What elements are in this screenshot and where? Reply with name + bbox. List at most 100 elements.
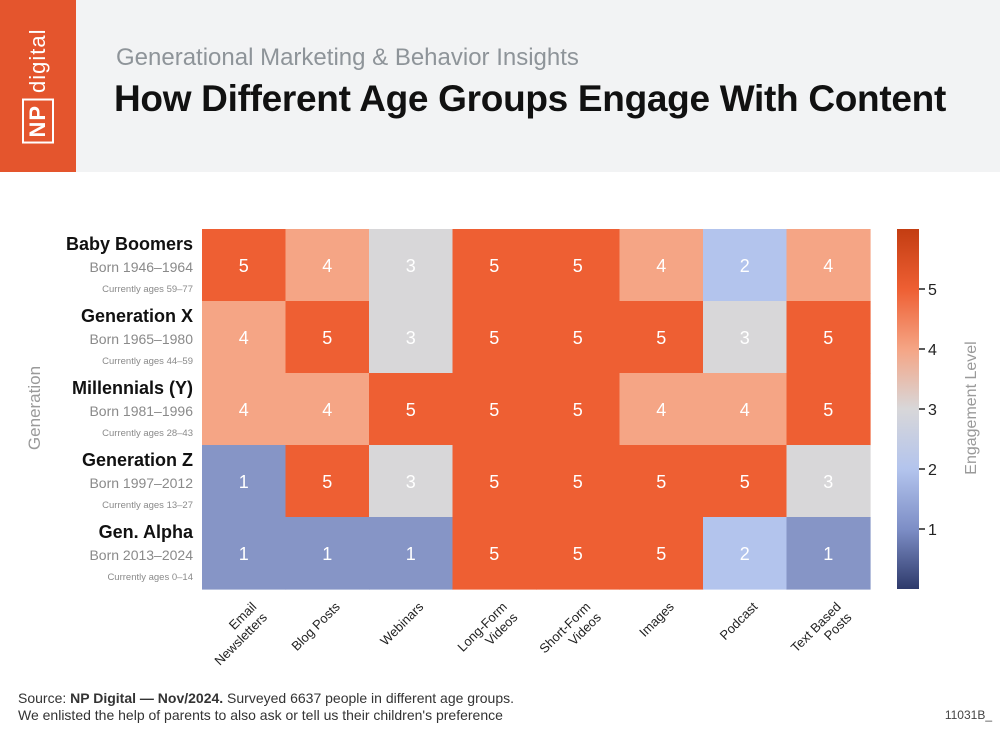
heatmap-cell [202, 301, 287, 374]
figure-code: 11031B_ [944, 708, 992, 722]
cell-value-label: 1 [406, 544, 416, 564]
cell-value-label: 3 [406, 328, 416, 348]
heatmap-cell [285, 301, 370, 374]
cell-value-label: 3 [406, 256, 416, 276]
heatmap-cell [786, 517, 871, 590]
cell-value-label: 5 [656, 472, 666, 492]
heatmap-cell [202, 445, 287, 518]
cell-value-label: 1 [322, 544, 332, 564]
cell-value-label: 5 [573, 400, 583, 420]
cell-value-label: 4 [239, 328, 249, 348]
column-label: Images [636, 599, 677, 640]
heatmap-cell [369, 445, 454, 518]
heatmap-cell [536, 301, 621, 374]
row-label-born: Born 1981–1996 [89, 403, 193, 419]
heatmap-cell [285, 517, 370, 590]
heatmap-cell [452, 229, 537, 302]
heatmap-cell [202, 229, 287, 302]
colorbar-gradient [897, 229, 919, 589]
heatmap-cell [619, 229, 704, 302]
cell-value-label: 4 [656, 256, 666, 276]
column-label: Webinars [377, 599, 427, 649]
heatmap-cell [369, 373, 454, 446]
colorbar-tick-label: 2 [928, 462, 937, 479]
column-label-line: Webinars [377, 599, 427, 649]
heatmap-cell [619, 301, 704, 374]
cell-value-label: 5 [656, 544, 666, 564]
cell-value-label: 5 [406, 400, 416, 420]
column-label: Blog Posts [288, 599, 343, 654]
column-label: Podcast [717, 599, 761, 643]
heatmap-cell [786, 229, 871, 302]
cell-value-label: 1 [239, 544, 249, 564]
cell-value-label: 5 [489, 256, 499, 276]
header: NP digital Generational Marketing & Beha… [0, 0, 1000, 172]
cell-value-label: 5 [823, 328, 833, 348]
heatmap-cell [536, 229, 621, 302]
cell-value-label: 3 [823, 472, 833, 492]
heatmap-cell [202, 517, 287, 590]
row-label-ages: Currently ages 0–14 [107, 572, 193, 583]
y-axis-label: Generation [25, 366, 44, 450]
row-label-ages: Currently ages 13–27 [102, 500, 193, 511]
cell-value-label: 5 [573, 544, 583, 564]
heatmap-cell [285, 445, 370, 518]
cell-value-label: 5 [489, 328, 499, 348]
cell-value-label: 5 [239, 256, 249, 276]
heatmap-cell [786, 301, 871, 374]
heatmap-cell [703, 445, 788, 518]
heatmap-cell [536, 517, 621, 590]
column-label-line: Podcast [717, 599, 761, 643]
column-label-line: Images [636, 599, 677, 640]
source-org: NP Digital — Nov/2024. [70, 690, 224, 706]
footer-line-2: We enlisted the help of parents to also … [18, 707, 503, 723]
footer-source: Source: NP Digital — Nov/2024. Surveyed … [18, 690, 514, 724]
heatmap-cell [703, 517, 788, 590]
heatmap-cell [369, 517, 454, 590]
heatmap-cell [369, 229, 454, 302]
cell-value-label: 3 [740, 328, 750, 348]
heatmap-cell [619, 445, 704, 518]
heatmap-cell [703, 373, 788, 446]
footer-line-1: Source: NP Digital — Nov/2024. Surveyed … [18, 690, 514, 707]
row-label-ages: Currently ages 28–43 [102, 428, 193, 439]
cell-value-label: 2 [740, 256, 750, 276]
heatmap-cell [452, 517, 537, 590]
cell-value-label: 4 [656, 400, 666, 420]
row-label-born: Born 2013–2024 [89, 547, 193, 563]
cell-value-label: 4 [823, 256, 833, 276]
heatmap-cell [452, 301, 537, 374]
cell-value-label: 5 [489, 472, 499, 492]
source-label: Source: [18, 690, 67, 706]
heatmap-cell [202, 373, 287, 446]
heatmap-cell [369, 301, 454, 374]
colorbar-tick-label: 4 [928, 342, 937, 359]
colorbar-label: Engagement Level [963, 341, 980, 474]
column-label-line: Blog Posts [288, 599, 343, 654]
cell-value-label: 5 [322, 472, 332, 492]
row-label-name: Generation Z [82, 450, 193, 470]
heatmap-cell [452, 445, 537, 518]
cell-value-label: 4 [322, 400, 332, 420]
cell-value-label: 4 [322, 256, 332, 276]
colorbar-tick-label: 3 [928, 402, 937, 419]
cell-value-label: 5 [322, 328, 332, 348]
colorbar-tick-label: 5 [928, 282, 937, 299]
heatmap-cell [536, 445, 621, 518]
heatmap-cell [703, 229, 788, 302]
heatmap-cell [786, 373, 871, 446]
cell-value-label: 5 [573, 472, 583, 492]
row-label-ages: Currently ages 44–59 [102, 356, 193, 367]
heatmap-cell [452, 373, 537, 446]
cell-value-label: 4 [740, 400, 750, 420]
heatmap-cell [619, 517, 704, 590]
row-label-ages: Currently ages 59–77 [102, 284, 193, 295]
cell-value-label: 5 [656, 328, 666, 348]
heatmap-chart: 5 4 3 5 5 4 2 4 4 5 3 5 5 5 3 5 4 4 5 5 5 4 4 5 1 5 3 5 5 5 5 3 1 1 1 5 5 5 2 1… [25, 229, 980, 668]
heatmap-cell [536, 373, 621, 446]
cell-value-label: 5 [489, 544, 499, 564]
page-subtitle: Generational Marketing & Behavior Insigh… [116, 44, 579, 71]
